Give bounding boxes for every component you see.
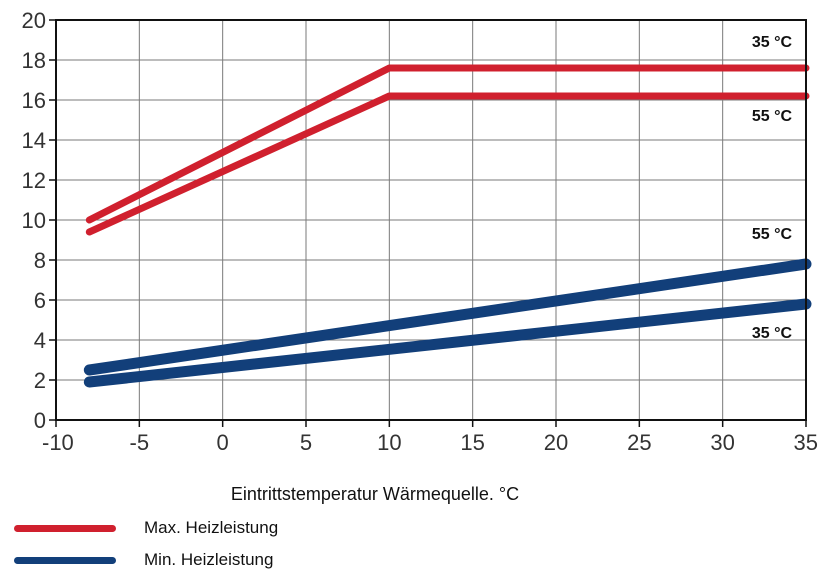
series-label: 35 °C <box>752 325 793 342</box>
max-series-0 <box>85 64 810 224</box>
legend-swatch-min <box>14 556 116 564</box>
y-tick-label: 2 <box>34 368 46 393</box>
min-series-2 <box>83 258 812 376</box>
grid <box>56 20 806 420</box>
legend-item-max: Max. Heizleistung <box>14 518 278 538</box>
y-tick-label: 10 <box>22 208 46 233</box>
y-axis-ticks: 0 2 4 6 8 10 12 14 16 18 20 <box>22 8 56 433</box>
y-tick-label: 8 <box>34 248 46 273</box>
max-series-1 <box>85 92 810 236</box>
series-label: 55 °C <box>752 226 793 243</box>
y-tick-label: 20 <box>22 8 46 33</box>
x-tick-label: -10 <box>42 430 74 455</box>
x-tick-label: 15 <box>460 430 484 455</box>
legend-swatch-max <box>14 524 116 532</box>
y-tick-label: 0 <box>34 408 46 433</box>
x-axis-ticks: -10 -5 0 5 10 15 20 25 30 35 <box>42 420 818 455</box>
x-tick-label: 35 <box>794 430 818 455</box>
x-tick-label: -5 <box>130 430 150 455</box>
legend-item-min: Min. Heizleistung <box>14 550 273 570</box>
y-tick-label: 6 <box>34 288 46 313</box>
y-tick-label: 16 <box>22 88 46 113</box>
x-tick-label: 20 <box>544 430 568 455</box>
x-tick-label: 5 <box>300 430 312 455</box>
series-label: 35 °C <box>752 34 793 51</box>
legend-label-max: Max. Heizleistung <box>144 518 279 537</box>
x-tick-label: 0 <box>217 430 229 455</box>
y-tick-label: 18 <box>22 48 46 73</box>
y-tick-label: 4 <box>34 328 46 353</box>
series-labels: 35 °C 55 °C 55 °C 35 °C <box>752 34 793 342</box>
x-tick-label: 30 <box>710 430 734 455</box>
series-label: 55 °C <box>752 108 793 125</box>
series-layer <box>83 64 812 388</box>
legend-label-min: Min. Heizleistung <box>144 550 274 569</box>
y-tick-label: 12 <box>22 168 46 193</box>
x-tick-label: 10 <box>377 430 401 455</box>
x-axis-label: Eintrittstemperatur Wärmequelle. °C <box>231 484 519 504</box>
x-tick-label: 25 <box>627 430 651 455</box>
min-series-3 <box>83 298 812 388</box>
y-tick-label: 14 <box>22 128 46 153</box>
